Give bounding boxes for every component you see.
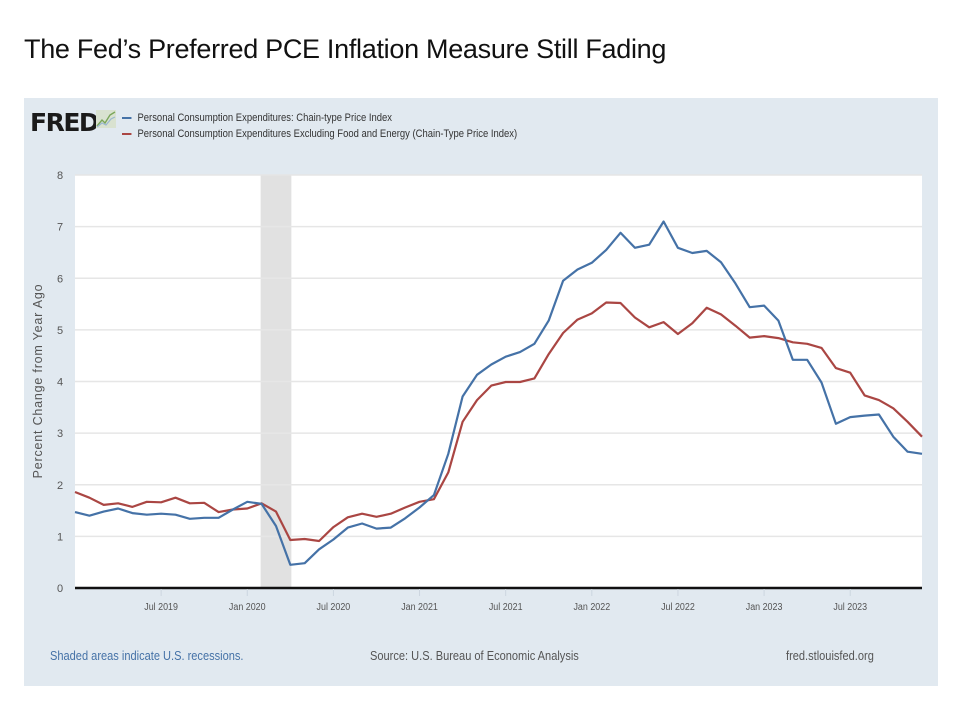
- series-line-pce: [74, 220, 923, 566]
- y-tick-label: 1: [57, 531, 63, 543]
- legend-item-pce: Personal Consumption Expenditures: Chain…: [122, 110, 517, 126]
- legend-label-core-pce: Personal Consumption Expenditures Exclud…: [137, 128, 518, 140]
- legend-label-pce: Personal Consumption Expenditures: Chain…: [137, 112, 392, 124]
- y-tick-label: 8: [57, 170, 63, 182]
- fred-logo: FRED: [30, 108, 100, 137]
- chart-legend: Personal Consumption Expenditures: Chain…: [122, 110, 581, 142]
- x-tick-label: Jul 2021: [489, 601, 523, 613]
- x-tick-label: Jul 2022: [661, 601, 695, 613]
- y-tick-label: 6: [57, 273, 63, 285]
- x-tick-label: Jan 2023: [746, 601, 783, 613]
- y-tick-label: 0: [57, 583, 63, 595]
- y-tick-label: 2: [57, 480, 63, 492]
- x-tick-label: Jan 2020: [229, 601, 266, 613]
- legend-swatch-pce: [122, 117, 132, 119]
- y-tick-label: 7: [57, 222, 63, 234]
- y-tick-label: 3: [57, 428, 63, 440]
- y-axis-label: Percent Change from Year Ago: [31, 284, 45, 479]
- x-tick-label: Jul 2019: [144, 601, 178, 613]
- x-tick-label: Jul 2023: [833, 601, 867, 613]
- fred-site-link[interactable]: fred.stlouisfed.org: [786, 648, 874, 663]
- y-tick-label: 4: [57, 377, 63, 389]
- legend-swatch-core-pce: [122, 133, 132, 135]
- x-tick-label: Jan 2022: [573, 601, 610, 613]
- x-tick-label: Jan 2021: [401, 601, 438, 613]
- recession-note: Shaded areas indicate U.S. recessions.: [50, 648, 244, 663]
- y-tick-label: 5: [57, 325, 63, 337]
- x-tick-label: Jul 2020: [317, 601, 351, 613]
- slide-title: The Fed’s Preferred PCE Inflation Measur…: [24, 34, 667, 64]
- series-line-core-pce: [74, 301, 923, 543]
- fred-logo-chart-icon: [96, 110, 116, 128]
- legend-item-core-pce: Personal Consumption Expenditures Exclud…: [122, 126, 517, 142]
- source-note: Source: U.S. Bureau of Economic Analysis: [370, 648, 579, 663]
